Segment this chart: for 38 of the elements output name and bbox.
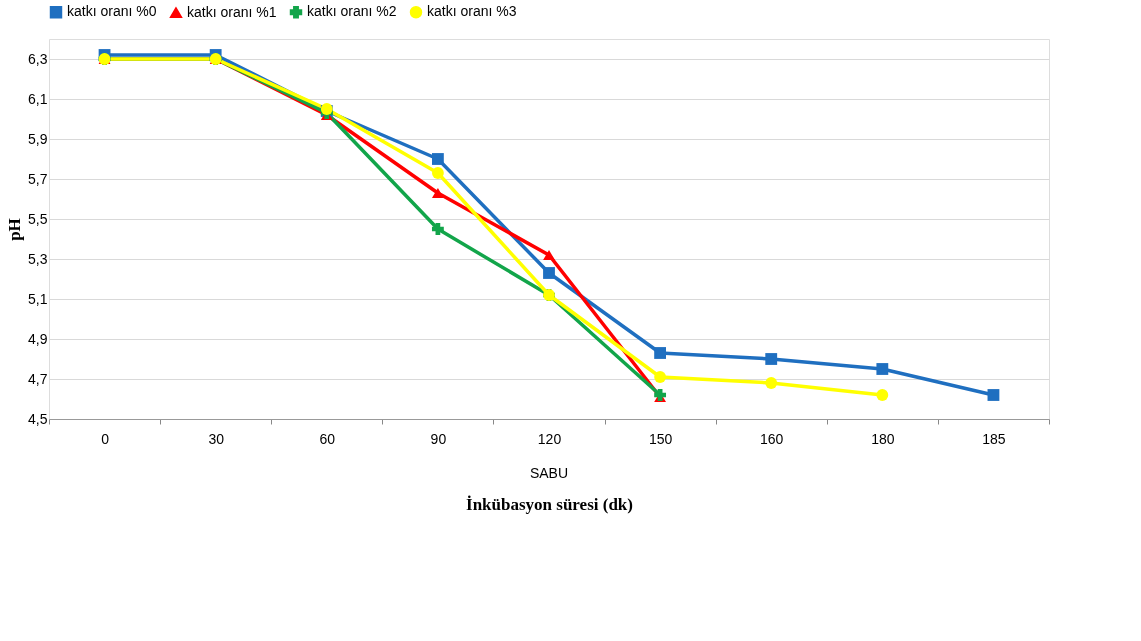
legend-label: katkı oranı %2	[307, 3, 397, 20]
point	[765, 353, 778, 365]
point	[765, 377, 778, 389]
x-tick-label: 30	[208, 430, 225, 447]
y-axis-title: pH	[5, 218, 25, 241]
point	[543, 267, 555, 279]
x-tick-label: 150	[648, 430, 673, 447]
x-tick-label: 185	[982, 430, 1006, 447]
x-tick-label: 90	[430, 430, 447, 447]
y-tick-label: 4,5	[28, 410, 48, 427]
y-tick-label: 6,1	[28, 90, 48, 107]
y-tick-label: 6,3	[28, 50, 48, 67]
legend-label: katkı oranı %1	[187, 3, 277, 20]
legend-label: katkı oranı %0	[67, 3, 157, 20]
point	[876, 389, 889, 401]
x-tick-label: 120	[537, 430, 562, 447]
point	[543, 249, 555, 261]
y-tick-label: 5,3	[28, 250, 48, 267]
point	[654, 347, 667, 359]
point	[654, 371, 667, 383]
point	[431, 187, 444, 199]
y-tick-label: 5,5	[28, 210, 48, 227]
y-tick-label: 4,7	[28, 370, 48, 387]
y-tick-label: 5,1	[28, 290, 48, 307]
y-tick-label: 5,7	[28, 170, 48, 187]
x-axis-title: İnkübasyon süresi (dk)	[466, 494, 633, 514]
y-tick-label: 4,9	[28, 330, 48, 347]
point	[876, 363, 889, 375]
point	[431, 153, 444, 165]
x-tick-label: 60	[319, 430, 336, 447]
x-tick-label: 160	[760, 430, 784, 447]
text: SABU	[529, 465, 569, 481]
y-tick-label: 5,9	[28, 130, 48, 147]
point	[987, 389, 1000, 401]
legend-label: katkı oranı %3	[427, 3, 517, 20]
x-tick-label: 180	[871, 430, 895, 447]
point	[431, 167, 444, 179]
x-tick-label: 0	[101, 430, 110, 447]
